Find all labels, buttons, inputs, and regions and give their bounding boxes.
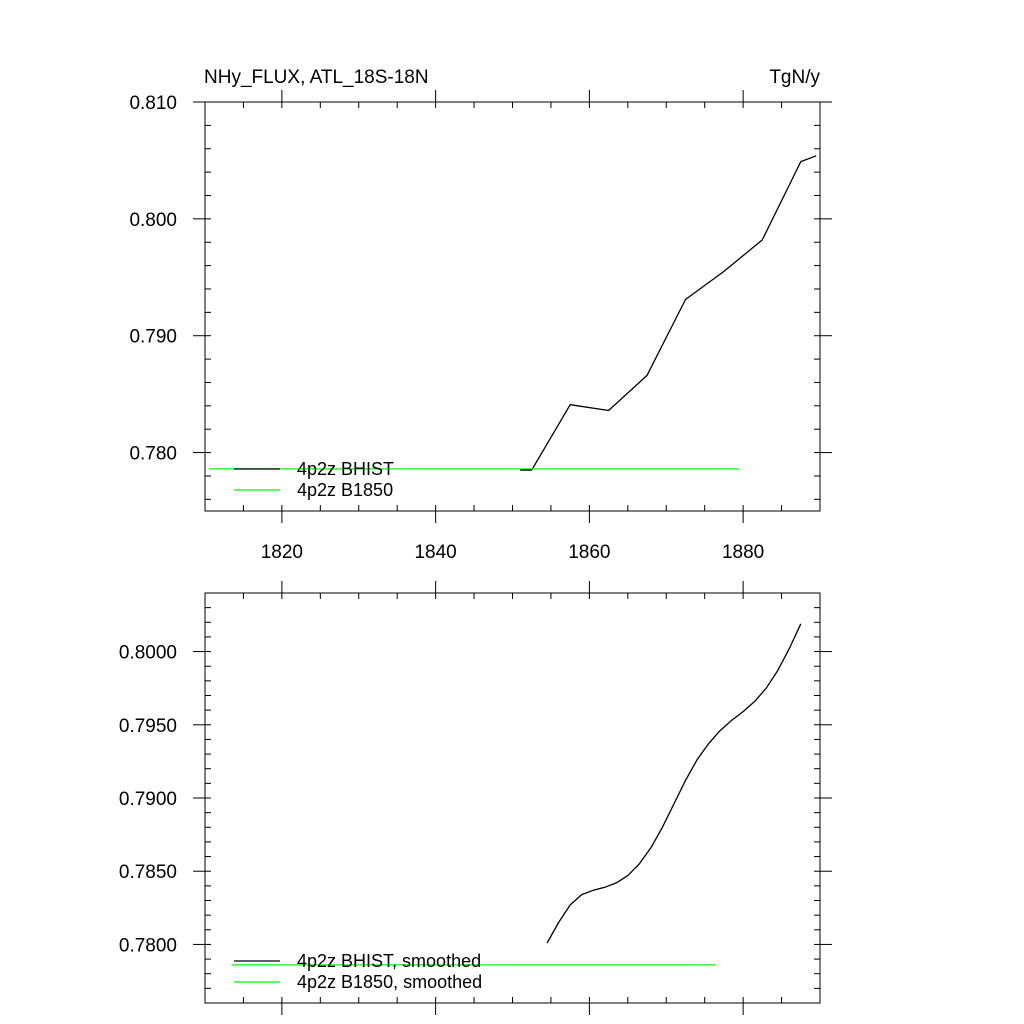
legend-label: 4p2z BHIST, smoothed bbox=[297, 951, 481, 971]
x-tick-label: 1820 bbox=[261, 542, 303, 563]
legend-label: 4p2z B1850, smoothed bbox=[297, 972, 482, 992]
top-panel: NHy_FLUX, ATL_18S-18N TgN/y 1820 1840 1860… bbox=[129, 67, 832, 563]
x-tick-label: 1860 bbox=[568, 542, 610, 563]
y-tick-label: 0.810 bbox=[129, 93, 177, 114]
plot-frame bbox=[204, 592, 821, 1004]
bottom-panel: 0.7800 0.7850 0.7900 0.7950 0.8000 4p2z BHIST… bbox=[119, 581, 832, 1015]
plot-frame bbox=[204, 101, 821, 512]
x-tick-label: 1840 bbox=[414, 542, 456, 563]
y-tick-label: 0.7800 bbox=[119, 935, 177, 956]
y-tick-label: 0.7950 bbox=[119, 716, 177, 737]
series-line bbox=[546, 623, 802, 944]
y-tick-label: 0.780 bbox=[129, 444, 177, 465]
y-tick-label: 0.7900 bbox=[119, 789, 177, 810]
x-tick-label: 1880 bbox=[722, 542, 764, 563]
y-tick-label: 0.8000 bbox=[119, 643, 177, 664]
y-tick-label: 0.800 bbox=[129, 210, 177, 231]
y-tick-label: 0.790 bbox=[129, 327, 177, 348]
series-line bbox=[520, 155, 817, 471]
top-panel-title: NHy_FLUX, ATL_18S-18N bbox=[204, 67, 429, 88]
y-tick-label: 0.7850 bbox=[119, 862, 177, 883]
legend-label: 4p2z B1850 bbox=[297, 480, 393, 500]
legend-label: 4p2z BHIST bbox=[297, 459, 394, 479]
top-panel-units: TgN/y bbox=[769, 67, 820, 88]
